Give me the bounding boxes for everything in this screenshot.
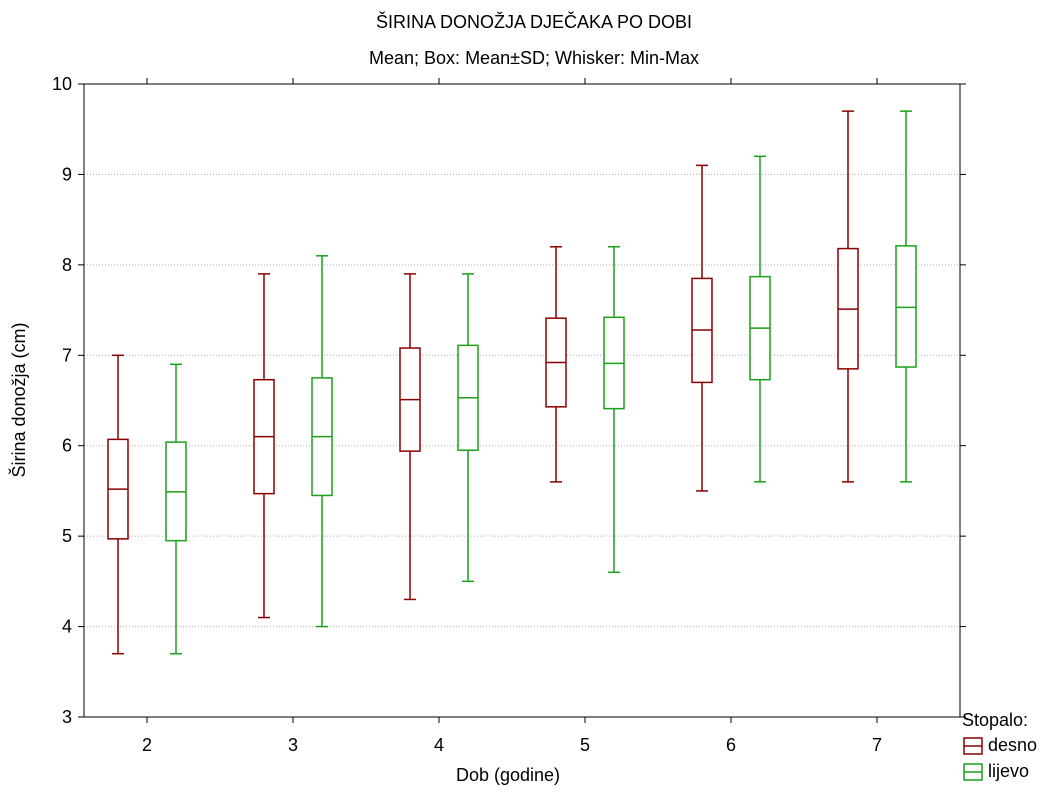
box-desno-6 <box>691 164 713 492</box>
y-axis: 3 4 5 6 7 8 9 10 <box>52 74 966 727</box>
y-tick-label-5: 8 <box>62 255 72 275</box>
y-tick-label-4: 7 <box>62 345 72 365</box>
legend: Stopalo: desno lijevo <box>962 710 1037 781</box>
x-tick-label-0: 2 <box>142 735 152 755</box>
box-desno-7 <box>837 110 859 483</box>
box-lijevo-6 <box>749 155 771 483</box>
box-sd <box>895 245 917 368</box>
x-tick-label-1: 3 <box>288 735 298 755</box>
plot-frame <box>83 83 961 718</box>
legend-swatch-desno <box>963 737 983 755</box>
box-desno-5 <box>545 246 567 483</box>
legend-swatch-lijevo <box>963 763 983 781</box>
y-tick-label-0: 3 <box>62 707 72 727</box>
chart-subtitle: Mean; Box: Mean±SD; Whisker: Min-Max <box>369 48 699 68</box>
box-lijevo-3 <box>311 255 333 628</box>
x-tick-label-4: 6 <box>726 735 736 755</box>
y-tick-label-3: 6 <box>62 436 72 456</box>
legend-item-desno: desno <box>963 735 1037 755</box>
y-tick-label-6: 9 <box>62 164 72 184</box>
legend-label-lijevo: lijevo <box>988 761 1029 781</box>
y-axis-label: Širina donožja (cm) <box>8 322 29 477</box>
box-lijevo-5 <box>603 246 625 574</box>
x-axis: 2 3 4 5 6 7 <box>142 78 882 755</box>
grid <box>84 173 960 628</box>
legend-item-lijevo: lijevo <box>963 761 1029 781</box>
box-desno-3 <box>253 273 275 619</box>
box-lijevo-2 <box>165 363 187 655</box>
chart-title: ŠIRINA DONOŽJA DJEČAKA PO DOBI <box>376 11 692 32</box>
x-tick-label-3: 5 <box>580 735 590 755</box>
box-lijevo-4 <box>457 273 479 583</box>
boxes <box>107 110 917 655</box>
x-tick-label-5: 7 <box>872 735 882 755</box>
box-desno-2 <box>107 354 129 655</box>
box-desno-4 <box>399 273 421 601</box>
legend-label-desno: desno <box>988 735 1037 755</box>
box-lijevo-7 <box>895 110 917 483</box>
y-tick-label-7: 10 <box>52 74 72 94</box>
x-tick-label-2: 4 <box>434 735 444 755</box>
y-tick-label-2: 5 <box>62 526 72 546</box>
x-axis-label: Dob (godine) <box>456 765 560 785</box>
y-tick-label-1: 4 <box>62 617 72 637</box>
legend-title: Stopalo: <box>962 710 1028 730</box>
